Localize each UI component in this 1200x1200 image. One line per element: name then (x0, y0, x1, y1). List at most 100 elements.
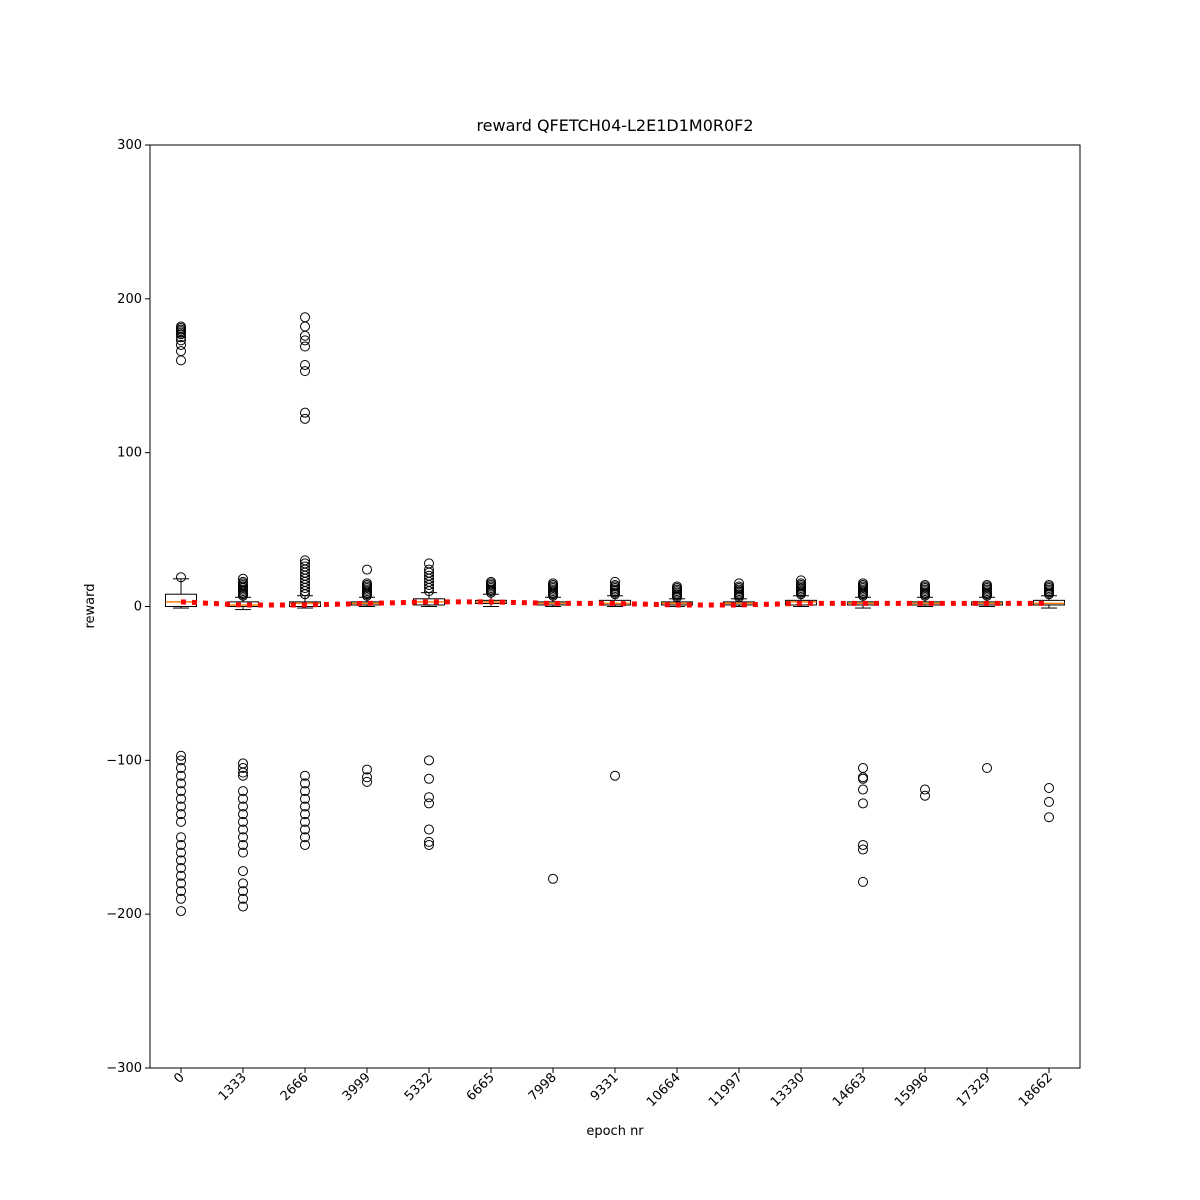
y-tick-label: 0 (134, 600, 142, 615)
flier (1044, 796, 1054, 807)
flier (300, 816, 310, 827)
flier (300, 335, 310, 346)
mean-line (180, 599, 1049, 608)
x-tick-label: 6665 (464, 1070, 498, 1104)
box (227, 601, 259, 608)
flier (176, 755, 186, 766)
flier (362, 772, 372, 783)
y-tick-label: −300 (106, 1061, 142, 1076)
flier (176, 339, 186, 350)
flier (858, 844, 868, 855)
flier (424, 824, 434, 835)
flier (300, 832, 310, 843)
flier (238, 801, 248, 812)
x-tick-label: 1333 (216, 1070, 250, 1104)
flier (300, 321, 310, 332)
y-tick-label: 200 (117, 292, 142, 307)
flier (238, 832, 248, 843)
flier (176, 839, 186, 850)
flier (858, 784, 868, 795)
flier (548, 578, 558, 589)
flier (610, 576, 620, 587)
flier (300, 366, 310, 377)
flier (176, 870, 186, 881)
flier (176, 346, 186, 357)
box (1033, 599, 1065, 606)
y-tick-label: 100 (117, 446, 142, 461)
flier (300, 407, 310, 418)
flier (424, 839, 434, 850)
flier (672, 581, 682, 592)
flier (424, 558, 434, 569)
flier (858, 763, 868, 774)
y-tick-label: 300 (117, 138, 142, 153)
flier (176, 832, 186, 843)
flier (424, 564, 434, 575)
flier (858, 876, 868, 887)
y-tick-label: −100 (106, 753, 142, 768)
flier (920, 579, 930, 590)
y-axis-label: reward (83, 583, 98, 628)
flier (424, 798, 434, 809)
flier (176, 863, 186, 874)
flier (796, 578, 806, 589)
flier (300, 558, 310, 569)
flier (176, 886, 186, 897)
chart-title: reward QFETCH04-L2E1D1M0R0F2 (476, 116, 753, 135)
flier (858, 798, 868, 809)
flier (734, 578, 744, 589)
flier (300, 770, 310, 781)
flier (238, 809, 248, 820)
flier (300, 839, 310, 850)
flier (362, 764, 372, 775)
flier (176, 763, 186, 774)
flier (238, 878, 248, 889)
flier (424, 836, 434, 847)
flier (176, 793, 186, 804)
flier (300, 561, 310, 572)
flier (548, 873, 558, 884)
flier (300, 786, 310, 797)
flier (362, 564, 372, 575)
x-tick-label: 11997 (706, 1070, 746, 1110)
flier (300, 793, 310, 804)
flier (238, 839, 248, 850)
x-tick-label: 9331 (588, 1070, 622, 1104)
flier (300, 413, 310, 424)
flier (176, 847, 186, 858)
flier (858, 578, 868, 589)
x-axis-label: epoch nr (586, 1124, 644, 1139)
x-tick-label: 15996 (892, 1070, 932, 1110)
flier (176, 321, 186, 332)
flier (176, 809, 186, 820)
flier (1044, 783, 1054, 794)
x-tick-label: 18662 (1016, 1070, 1056, 1110)
flier (920, 790, 930, 801)
flier (300, 312, 310, 323)
flier (424, 755, 434, 766)
flier (424, 570, 434, 581)
flier (300, 809, 310, 820)
flier (1044, 579, 1054, 590)
flier (300, 359, 310, 370)
flier (424, 792, 434, 803)
flier (362, 776, 372, 787)
flier (796, 575, 806, 586)
flier (486, 576, 496, 587)
flier (300, 778, 310, 789)
x-tick-label: 13330 (768, 1070, 808, 1110)
flier (858, 839, 868, 850)
flier (300, 824, 310, 835)
flier (238, 824, 248, 835)
flier (982, 579, 992, 590)
flier (238, 866, 248, 877)
flier (424, 773, 434, 784)
x-tick-label: 2666 (278, 1070, 312, 1104)
flier (858, 773, 868, 784)
flier (238, 786, 248, 797)
flier (238, 576, 248, 587)
flier (238, 893, 248, 904)
flier (176, 816, 186, 827)
flier (176, 893, 186, 904)
